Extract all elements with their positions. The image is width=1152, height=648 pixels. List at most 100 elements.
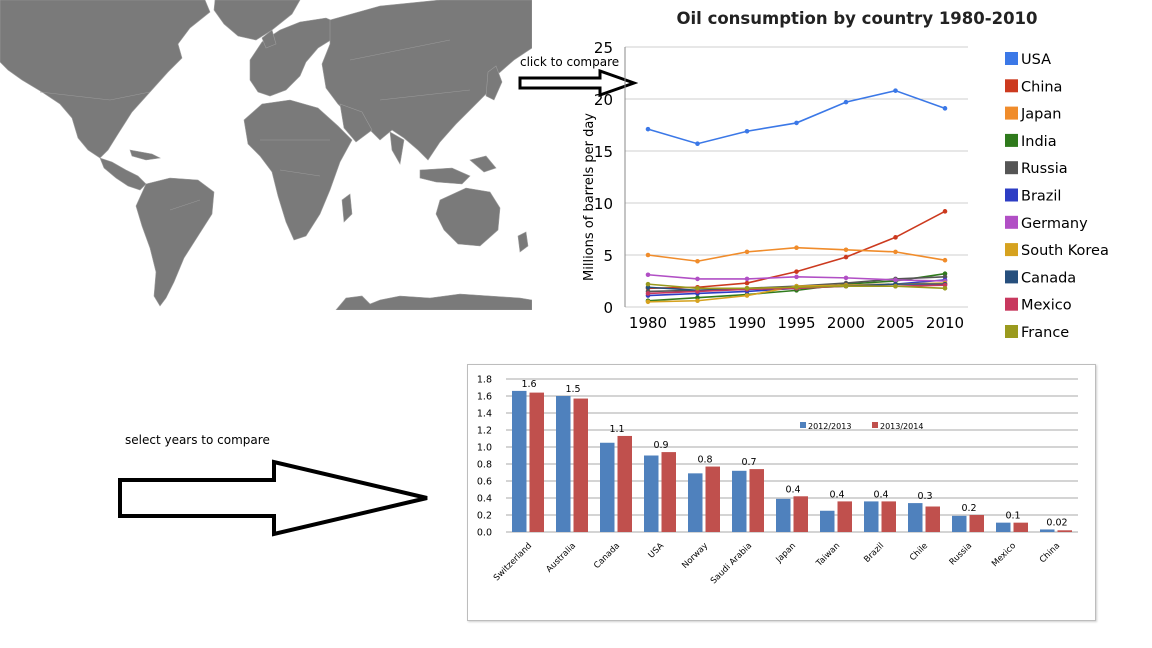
bar-2013-2014[interactable] [529, 392, 545, 532]
legend-item-india[interactable]: India [1005, 133, 1057, 150]
bar-2012-2013[interactable] [688, 473, 703, 532]
bar-2012-2013[interactable] [556, 396, 571, 532]
bar-2013-2014[interactable] [969, 515, 985, 532]
bar-legend-item[interactable]: 2012/2013 [800, 422, 851, 431]
legend-item-mexico[interactable]: Mexico [1005, 297, 1072, 314]
bar-data-label: 1.5 [565, 384, 580, 395]
series-point [695, 258, 700, 264]
line-chart-xtick: 1985 [678, 314, 716, 332]
line-series-germany[interactable] [645, 272, 948, 284]
bar-2012-2013[interactable] [908, 503, 923, 532]
series-point [942, 106, 948, 111]
legend-label: Brazil [1021, 189, 1061, 205]
series-point [893, 249, 898, 255]
right-arrow-icon[interactable] [518, 68, 638, 98]
series-point [794, 269, 799, 274]
line-chart-xtick: 2010 [926, 314, 964, 332]
series-point [893, 283, 898, 289]
bar-2013-2014[interactable] [705, 466, 721, 532]
series-point [695, 141, 700, 147]
bar-chart-xtick: Norway [680, 541, 710, 571]
bar-2012-2013[interactable] [1040, 529, 1055, 532]
legend-item-usa[interactable]: USA [1005, 52, 1051, 68]
bar-2013-2014[interactable] [573, 398, 589, 532]
bar-data-label: 0.4 [785, 484, 800, 495]
bar-2012-2013[interactable] [820, 510, 835, 532]
series-point [794, 120, 799, 126]
legend-label: France [1021, 325, 1069, 341]
bar-chart-ytick: 1.6 [477, 392, 492, 403]
bar-2012-2013[interactable] [732, 470, 747, 532]
bar-2012-2013[interactable] [512, 390, 527, 532]
bar-2012-2013[interactable] [600, 442, 615, 532]
series-point [843, 283, 849, 289]
bar-chart-xtick: Russia [948, 541, 974, 567]
bar-2013-2014[interactable] [925, 506, 941, 533]
bar-2013-2014[interactable] [749, 469, 765, 532]
legend-item-china[interactable]: China [1005, 79, 1062, 95]
right-arrow-icon[interactable] [117, 458, 437, 538]
legend-swatch [1005, 325, 1018, 338]
bar-2013-2014[interactable] [617, 435, 633, 532]
bar-2012-2013[interactable] [864, 501, 879, 532]
line-series-france[interactable] [645, 281, 948, 291]
bar-data-label: 1.1 [609, 424, 624, 435]
bar-chart-xtick: Taiwan [814, 541, 842, 569]
series-point [843, 254, 849, 260]
line-chart-ytick: 10 [594, 195, 613, 213]
bar-2013-2014[interactable] [793, 496, 809, 532]
line-chart-ytick: 20 [594, 91, 613, 109]
legend-label: India [1021, 134, 1057, 150]
series-point [645, 126, 651, 132]
bar-legend-item[interactable]: 2013/2014 [872, 422, 923, 431]
line-chart-ylabel: Millions of barrels per day [582, 113, 597, 281]
line-chart-xtick: 1980 [629, 314, 667, 332]
legend-item-south-korea[interactable]: South Korea [1005, 243, 1109, 259]
series-point [794, 274, 799, 280]
bar-legend-swatch [872, 422, 878, 428]
line-chart-ytick: 15 [594, 143, 613, 161]
legend-item-germany[interactable]: Germany [1005, 215, 1088, 232]
bar-2013-2014[interactable] [1013, 522, 1029, 532]
bar-data-label: 0.3 [917, 491, 932, 502]
legend-label: Germany [1021, 216, 1088, 232]
bar-2013-2014[interactable] [837, 501, 853, 532]
bar-data-label: 0.8 [697, 455, 712, 466]
bar-2013-2014[interactable] [1057, 530, 1073, 532]
line-series-japan[interactable] [645, 245, 948, 264]
bar-chart-xtick: Brazil [862, 541, 886, 565]
bar-data-label: 0.9 [653, 440, 668, 451]
bar-2013-2014[interactable] [881, 501, 897, 532]
legend-item-brazil[interactable]: Brazil [1005, 188, 1061, 205]
legend-swatch [1005, 297, 1018, 311]
series-point [744, 128, 750, 134]
bar-data-label: 0.02 [1046, 517, 1067, 528]
series-point [645, 281, 651, 287]
bar-chart-xtick: Mexico [990, 541, 1018, 569]
legend-label: China [1021, 79, 1062, 95]
legend-item-canada[interactable]: Canada [1005, 270, 1076, 286]
bar-legend-label: 2012/2013 [808, 422, 851, 431]
bar-chart-ytick: 0.6 [477, 477, 492, 488]
series-point [843, 99, 849, 105]
map-landmass [0, 0, 532, 310]
series-point [893, 277, 898, 283]
bar-2012-2013[interactable] [952, 515, 967, 532]
bar-chart-ytick: 1.0 [477, 443, 492, 454]
line-series-usa[interactable] [645, 88, 948, 147]
legend-swatch [1005, 52, 1018, 65]
legend-label: USA [1021, 52, 1051, 68]
legend-swatch [1005, 215, 1018, 229]
legend-swatch [1005, 243, 1018, 257]
bar-chart-xtick: China [1038, 541, 1062, 565]
bar-chart-ytick: 1.2 [477, 426, 492, 437]
bar-2012-2013[interactable] [996, 522, 1011, 532]
world-map-icon[interactable] [0, 0, 532, 310]
legend-item-france[interactable]: France [1005, 325, 1069, 341]
bar-2012-2013[interactable] [776, 498, 791, 532]
bar-chart-ytick: 0.8 [477, 460, 492, 471]
bar-2012-2013[interactable] [644, 455, 659, 533]
legend-item-russia[interactable]: Russia [1005, 161, 1068, 177]
bar-2013-2014[interactable] [661, 452, 677, 532]
legend-item-japan[interactable]: Japan [1005, 106, 1061, 123]
